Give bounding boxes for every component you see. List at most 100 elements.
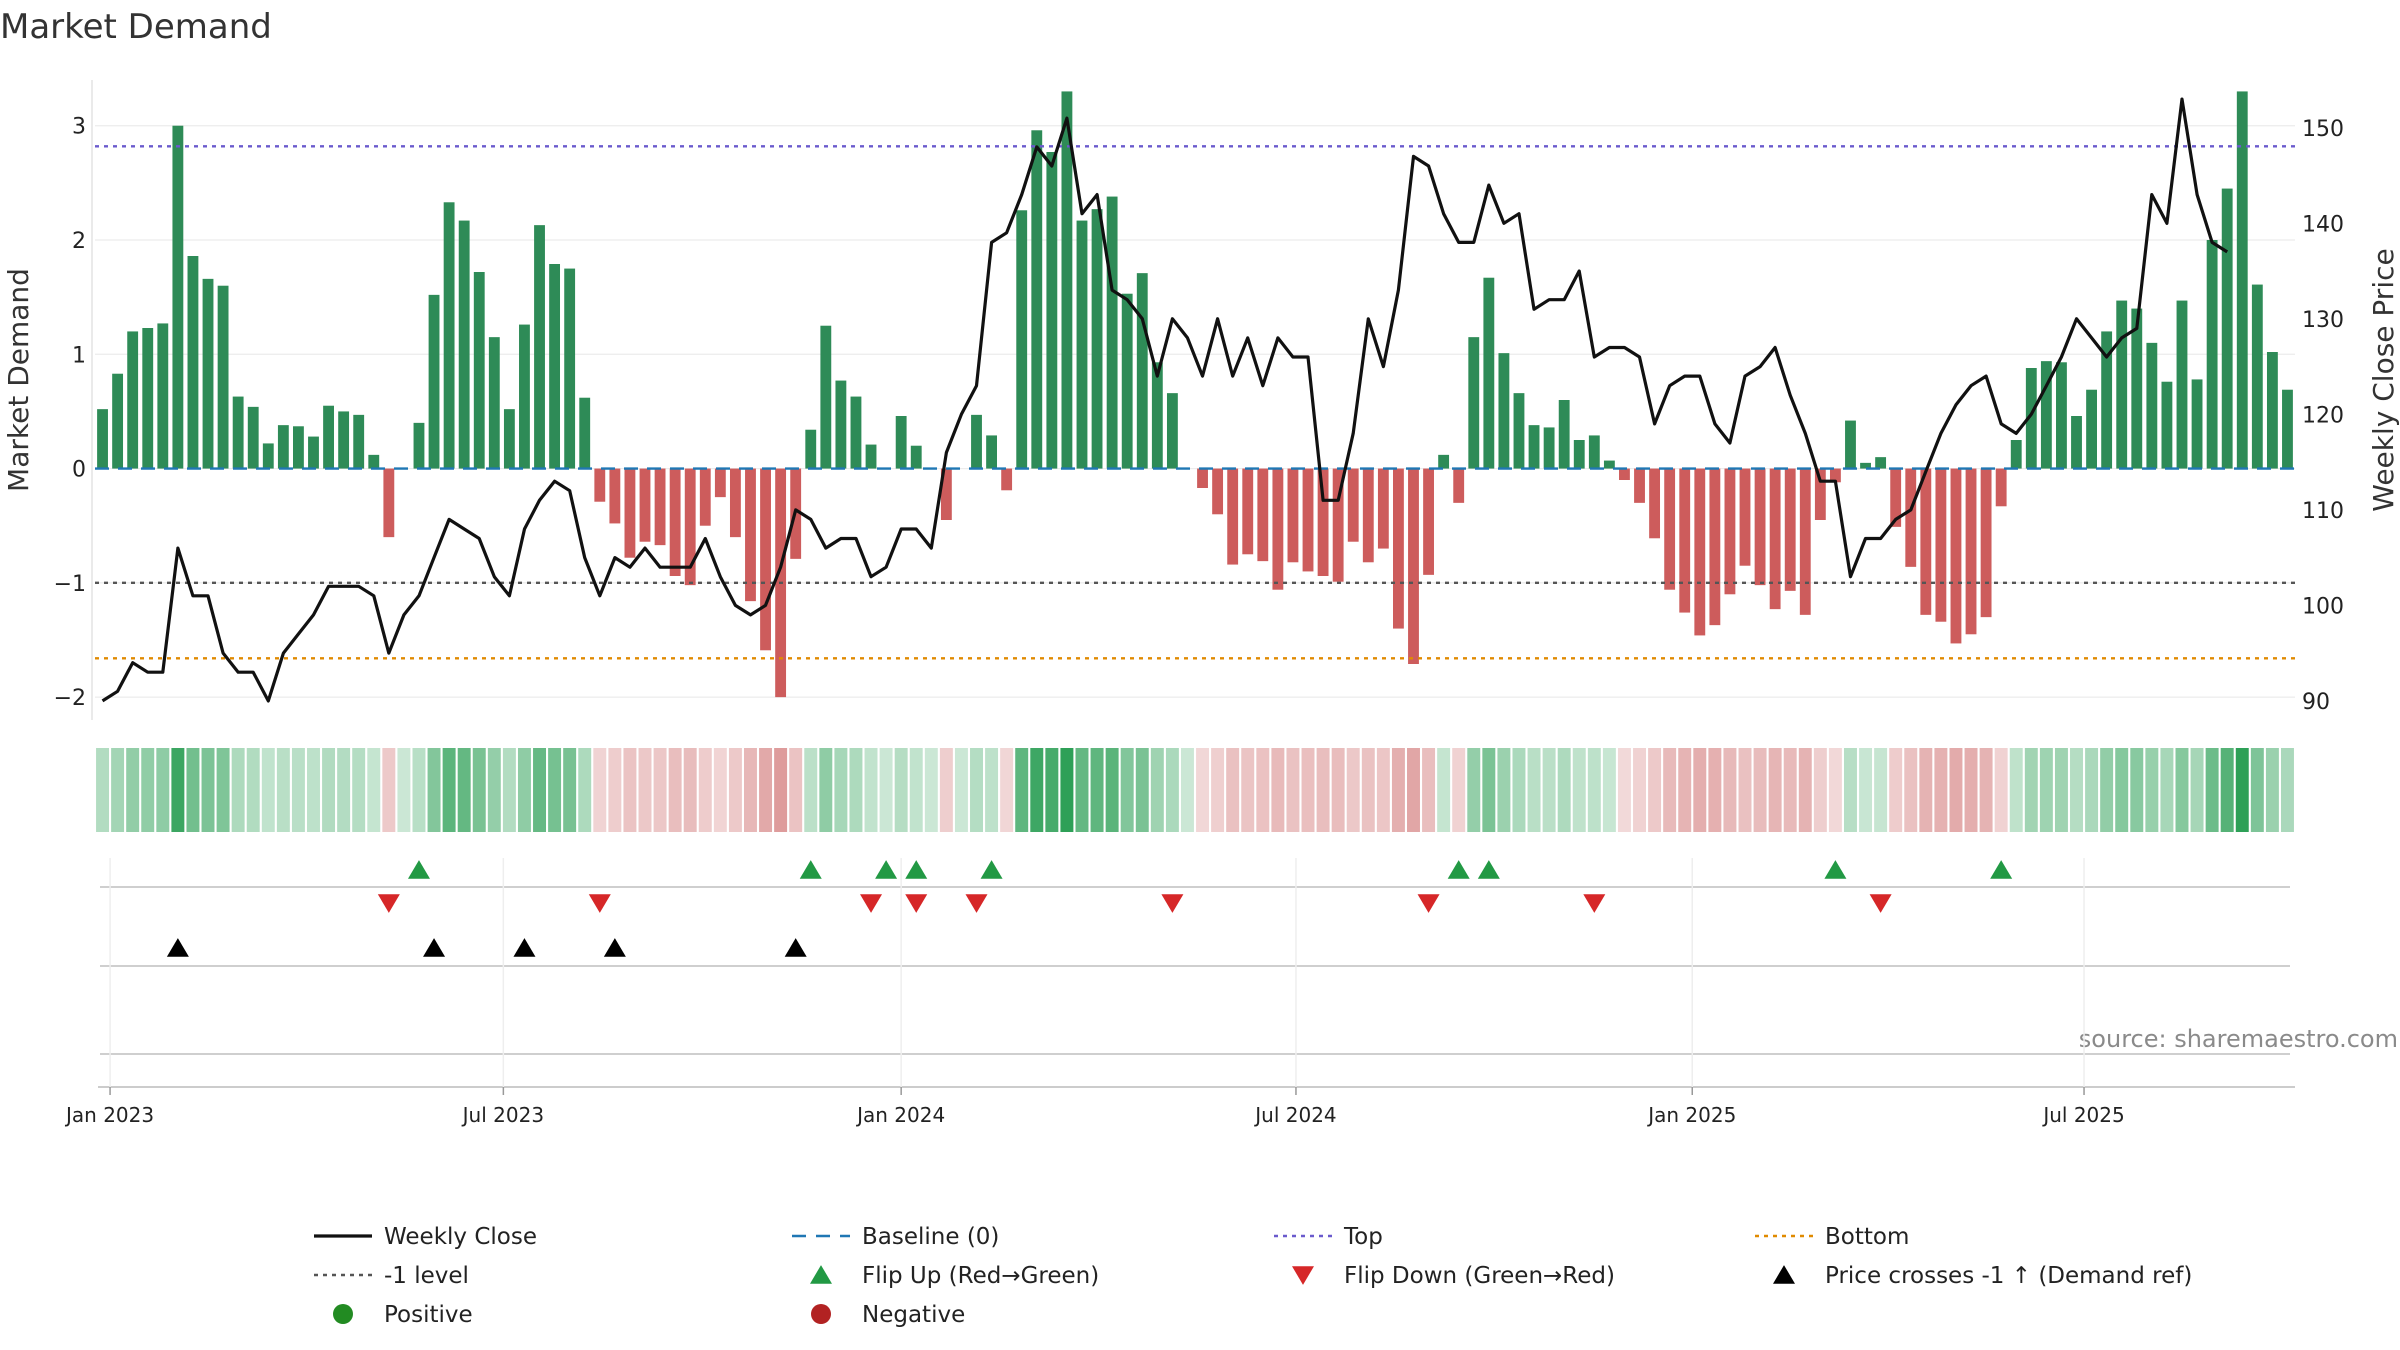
heat-cell <box>1587 748 1601 832</box>
y-tick-label: −2 <box>54 686 86 711</box>
demand-bar-positive <box>1573 440 1585 469</box>
flip-up-marker <box>980 860 1003 879</box>
demand-bar-positive <box>1061 91 1073 469</box>
heat-cell <box>1256 748 1270 832</box>
heat-cell <box>1135 748 1149 832</box>
demand-heat-strip <box>96 748 2294 832</box>
demand-bar-positive <box>2040 361 2052 469</box>
heat-cell <box>322 748 336 832</box>
heat-cell <box>1738 748 1752 832</box>
demand-bar-positive <box>579 397 591 469</box>
demand-bar-positive <box>1106 196 1118 469</box>
demand-bar-positive <box>308 436 319 469</box>
heat-cell <box>909 748 923 832</box>
demand-bar-positive <box>865 444 877 469</box>
heat-cell <box>502 748 516 832</box>
flip-up-marker <box>1447 860 1470 879</box>
demand-bar-positive <box>1543 427 1555 469</box>
y-axis-label: Market Demand <box>2 268 35 492</box>
heat-cell <box>261 748 275 832</box>
demand-bar-positive <box>534 225 545 469</box>
heat-cell <box>1708 748 1722 832</box>
heat-cell <box>2024 748 2038 832</box>
heat-cell <box>864 748 878 832</box>
heat-cell <box>96 748 110 832</box>
demand-bar-positive <box>1845 420 1856 469</box>
demand-bar-positive <box>428 294 440 469</box>
y-tick-label: 3 <box>72 115 86 140</box>
heat-cell <box>2280 748 2294 832</box>
demand-bar-negative <box>1739 468 1751 566</box>
demand-bar-negative <box>1799 468 1811 615</box>
heat-cell <box>472 748 486 832</box>
demand-bar-positive <box>1166 393 1178 469</box>
demand-bar-positive <box>2251 284 2263 469</box>
demand-bar-negative <box>1377 468 1389 549</box>
heat-cell <box>367 748 381 832</box>
heat-cell <box>201 748 215 832</box>
heat-cell <box>1150 748 1164 832</box>
x-tick-label: Jan 2023 <box>64 1103 154 1127</box>
heat-cell <box>442 748 456 832</box>
demand-bar-positive <box>112 373 124 469</box>
price-cross-marker <box>423 938 446 957</box>
heat-cell <box>1407 748 1420 832</box>
demand-bar-positive <box>2131 308 2143 469</box>
heat-cell <box>834 748 848 832</box>
legend-swatch <box>333 1304 353 1324</box>
heat-cell <box>2235 748 2249 832</box>
demand-bar-negative <box>1769 468 1781 610</box>
demand-bar-negative <box>1242 468 1254 555</box>
heat-cell <box>1979 748 1993 832</box>
y2-tick-label: 150 <box>2302 117 2344 142</box>
demand-bar-negative <box>594 468 606 502</box>
legend-item: Negative <box>811 1302 965 1328</box>
demand-bar-negative <box>1212 468 1224 515</box>
demand-bar-negative <box>1784 468 1796 591</box>
heat-cell <box>1934 748 1948 832</box>
heat-cell <box>849 748 863 832</box>
demand-bars <box>97 91 2293 698</box>
heat-cell <box>1060 748 1074 832</box>
demand-bar-positive <box>1438 454 1450 469</box>
weekly-close-line <box>101 97 2229 703</box>
legend-item: Flip Down (Green→Red) <box>1292 1263 1615 1289</box>
heat-cell <box>1391 748 1405 832</box>
legend-item: Price crosses -1 ↑ (Demand ref) <box>1773 1263 2192 1289</box>
reference-levels <box>95 145 2295 660</box>
demand-bar-positive <box>1136 273 1148 469</box>
heat-cell <box>1527 748 1541 832</box>
heat-cell <box>1165 748 1179 832</box>
demand-bar-positive <box>368 454 380 469</box>
heat-cell <box>126 748 140 832</box>
heat-cell <box>1904 748 1918 832</box>
heat-cell <box>1949 748 1963 832</box>
heat-cell <box>1557 748 1571 832</box>
legend-item: Baseline (0) <box>792 1224 999 1250</box>
demand-bar-positive <box>503 409 515 469</box>
heat-cell <box>1542 748 1556 832</box>
heat-cell <box>1723 748 1737 832</box>
legend-item: Positive <box>333 1302 473 1328</box>
demand-bar-negative <box>383 468 395 538</box>
demand-bar-positive <box>1875 457 1887 469</box>
demand-bar-positive <box>2161 381 2173 469</box>
flip-down-marker <box>1161 894 1184 913</box>
heat-cell <box>638 748 652 832</box>
heat-cell <box>1844 748 1857 832</box>
heat-cell <box>1090 748 1104 832</box>
demand-bar-positive <box>2116 300 2128 469</box>
flip-down-marker <box>1583 894 1606 913</box>
price-cross-marker <box>784 938 807 957</box>
flip-up-marker <box>799 860 822 879</box>
demand-bar-positive <box>443 202 455 469</box>
heat-cell <box>1512 748 1526 832</box>
heat-cell <box>683 748 697 832</box>
heat-cell <box>653 748 667 832</box>
heat-cell <box>2130 748 2144 832</box>
heat-cell <box>2250 748 2264 832</box>
heat-cell <box>2190 748 2204 832</box>
demand-bar-positive <box>1046 152 1058 469</box>
main-gridlines <box>95 125 2295 698</box>
heat-cell <box>487 748 501 832</box>
